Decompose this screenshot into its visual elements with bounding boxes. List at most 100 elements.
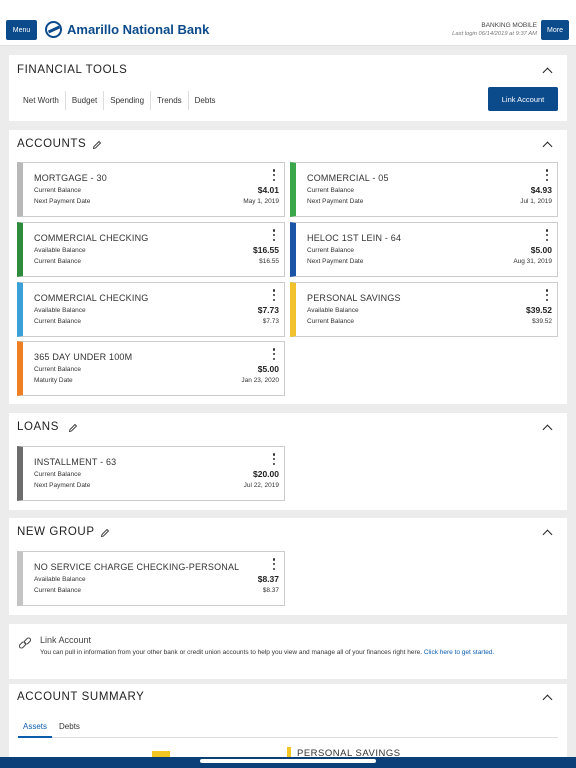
financial-tools-title: FINANCIAL TOOLS	[17, 64, 128, 76]
tab-assets[interactable]: Assets	[23, 722, 48, 731]
edit-pencil-icon[interactable]	[68, 423, 78, 433]
secondary-value: Aug 31, 2019	[513, 258, 552, 265]
more-options-icon[interactable]	[272, 229, 276, 241]
account-name: HELOC 1ST LEIN - 64	[307, 233, 402, 243]
account-card[interactable]: COMMERCIAL CHECKING Available Balance $16.…	[17, 222, 285, 277]
balance-value: $7.73	[257, 305, 279, 315]
app-header: Menu Amarillo National Bank BANKING MOBI…	[0, 0, 576, 46]
balance-label: Available Balance	[34, 307, 86, 314]
bank-name: Amarillo National Bank	[67, 22, 210, 37]
account-name: COMMERCIAL CHECKING	[34, 233, 149, 243]
secondary-label: Next Payment Date	[34, 198, 91, 205]
summary-chart-segment	[152, 751, 170, 757]
more-options-icon[interactable]	[272, 453, 276, 465]
balance-value: $4.01	[257, 185, 279, 195]
last-login: Last login 06/14/2019 at 9:37 AM	[452, 31, 537, 37]
link-account-note: Link Account You can pull in information…	[9, 624, 567, 679]
more-options-icon[interactable]	[545, 229, 549, 241]
more-options-icon[interactable]	[272, 169, 276, 181]
account-summary-title: ACCOUNT SUMMARY	[17, 691, 145, 703]
secondary-value: $39.52	[532, 318, 552, 325]
get-started-link[interactable]: Click here to get started.	[423, 649, 495, 656]
link-account-text: You can pull in information from your ot…	[40, 649, 423, 656]
balance-value: $16.55	[253, 245, 279, 255]
secondary-label: Next Payment Date	[307, 258, 364, 265]
account-card[interactable]: HELOC 1ST LEIN - 64 Current Balance $5.00 N…	[290, 222, 558, 277]
edit-pencil-icon[interactable]	[100, 528, 110, 538]
active-tab-indicator	[18, 736, 52, 738]
account-card[interactable]: 365 DAY UNDER 100M Current Balance $5.00 Ma…	[17, 341, 285, 396]
balance-label: Available Balance	[34, 247, 86, 254]
app-label: BANKING MOBILE	[481, 22, 537, 29]
more-options-icon[interactable]	[272, 558, 276, 570]
financial-tools-tabs: Net Worth Budget Spending Trends Debts	[17, 91, 222, 110]
balance-value: $20.00	[253, 469, 279, 479]
tab-debts[interactable]: Debts	[59, 722, 80, 731]
tab-debts[interactable]: Debts	[187, 91, 222, 110]
balance-label: Available Balance	[307, 307, 359, 314]
balance-label: Current Balance	[307, 247, 354, 254]
menu-button[interactable]: Menu	[6, 20, 37, 40]
balance-label: Current Balance	[307, 187, 354, 194]
collapse-chevron-icon[interactable]	[542, 694, 553, 705]
balance-value: $4.93	[530, 185, 552, 195]
more-options-icon[interactable]	[272, 348, 276, 360]
balance-label: Current Balance	[34, 187, 81, 194]
account-card[interactable]: INSTALLMENT - 63 Current Balance $20.00 Nex…	[17, 446, 285, 501]
link-account-button[interactable]: Link Account	[488, 87, 558, 111]
account-name: INSTALLMENT - 63	[34, 457, 117, 467]
account-summary-panel: ACCOUNT SUMMARY Assets Debts	[9, 684, 567, 757]
account-name: COMMERCIAL CHECKING	[34, 293, 149, 303]
collapse-chevron-icon[interactable]	[542, 424, 553, 435]
collapse-chevron-icon[interactable]	[542, 141, 553, 152]
secondary-label: Next Payment Date	[34, 482, 91, 489]
link-account-title[interactable]: Link Account	[40, 635, 92, 645]
secondary-value: $16.55	[259, 258, 279, 265]
secondary-value: Jan 23, 2020	[241, 377, 279, 384]
tab-budget[interactable]: Budget	[64, 91, 103, 110]
secondary-label: Current Balance	[34, 587, 81, 594]
secondary-value: Jul 22, 2019	[243, 482, 279, 489]
secondary-label: Current Balance	[307, 318, 354, 325]
balance-value: $39.52	[526, 305, 552, 315]
bank-logo[interactable]: Amarillo National Bank	[45, 21, 209, 38]
tab-spending[interactable]: Spending	[103, 91, 150, 110]
link-account-description: You can pull in information from your ot…	[40, 649, 494, 656]
account-name: MORTGAGE - 30	[34, 173, 107, 183]
summary-legend-swatch	[287, 747, 291, 759]
secondary-label: Maturity Date	[34, 377, 73, 384]
account-name: PERSONAL SAVINGS	[307, 293, 401, 303]
collapse-chevron-icon[interactable]	[542, 67, 553, 78]
account-card[interactable]: COMMERCIAL - 05 Current Balance $4.93 Next …	[290, 162, 558, 217]
account-card[interactable]: NO SERVICE CHARGE CHECKING-PERSONAL Avail…	[17, 551, 285, 606]
new-group-title: NEW GROUP	[17, 526, 95, 538]
tab-divider	[18, 737, 558, 738]
secondary-label: Next Payment Date	[307, 198, 364, 205]
balance-value: $5.00	[257, 364, 279, 374]
balance-label: Available Balance	[34, 576, 86, 583]
account-name: 365 DAY UNDER 100M	[34, 352, 133, 362]
account-card[interactable]: MORTGAGE - 30 Current Balance $4.01 Next Pa…	[17, 162, 285, 217]
more-options-icon[interactable]	[545, 169, 549, 181]
edit-pencil-icon[interactable]	[92, 140, 102, 150]
tab-trends[interactable]: Trends	[150, 91, 188, 110]
accounts-title: ACCOUNTS	[17, 138, 87, 150]
more-options-icon[interactable]	[272, 289, 276, 301]
tab-net-worth[interactable]: Net Worth	[23, 96, 59, 105]
secondary-label: Current Balance	[34, 318, 81, 325]
loans-title: LOANS	[17, 421, 59, 433]
balance-value: $8.37	[257, 574, 279, 584]
home-indicator[interactable]	[200, 759, 376, 763]
account-name: COMMERCIAL - 05	[307, 173, 389, 183]
account-card[interactable]: PERSONAL SAVINGS Available Balance $39.52 C…	[290, 282, 558, 337]
collapse-chevron-icon[interactable]	[542, 529, 553, 540]
secondary-value: Jul 1, 2019	[520, 198, 552, 205]
summary-legend-label: PERSONAL SAVINGS	[297, 748, 401, 759]
more-button[interactable]: More	[541, 20, 569, 40]
secondary-label: Current Balance	[34, 258, 81, 265]
bank-logo-icon	[45, 21, 62, 38]
secondary-value: $8.37	[262, 587, 279, 594]
more-options-icon[interactable]	[545, 289, 549, 301]
balance-value: $5.00	[530, 245, 552, 255]
account-card[interactable]: COMMERCIAL CHECKING Available Balance $7.7…	[17, 282, 285, 337]
